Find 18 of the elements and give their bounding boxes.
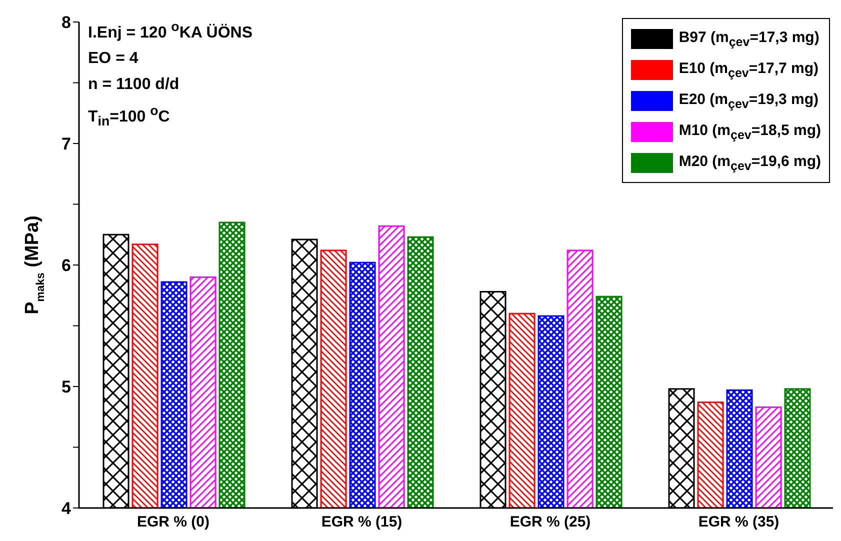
annotation: I.Enj = 120 $^{o}$KA ÜÖNS [88, 18, 252, 44]
legend-label: M20 (m$_{çev}$=19,6 mg) [678, 152, 821, 172]
legend-label: B97 (m$_{çev}$=17,3 mg) [678, 28, 820, 48]
y-tick-label: 6 [62, 256, 71, 276]
y-tick-label: 8 [62, 13, 71, 32]
y-tick-label: 4 [62, 499, 72, 518]
x-tick-label: EGR % (15) [321, 514, 402, 531]
x-tick-label: EGR % (25) [510, 514, 591, 531]
annotation: n = 1100 d/d [88, 75, 180, 96]
legend-label: E10 (m$_{çev}$=17,7 mg) [678, 60, 819, 80]
annotation: T$_{in}$=100 $^{o}$C [88, 102, 171, 131]
legend-label: M10 (m$_{çev}$=18,5 mg) [678, 122, 821, 142]
y-tick-label: 7 [62, 134, 71, 154]
x-tick-label: EGR % (0) [136, 514, 210, 531]
x-tick-label: EGR % (35) [698, 514, 780, 531]
legend-label: E20 (m$_{çev}$=19,3 mg) [678, 90, 819, 110]
y-tick-label: 5 [62, 378, 71, 397]
annotation: EO = 4 [88, 49, 140, 70]
